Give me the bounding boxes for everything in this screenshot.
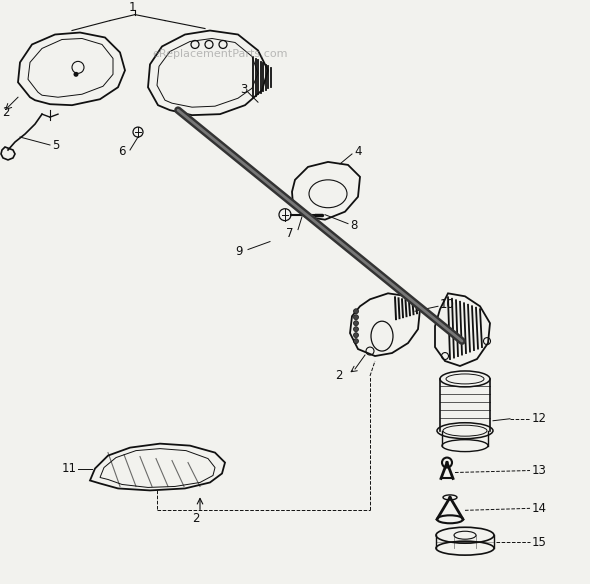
Text: eReplacementParts.com: eReplacementParts.com [152,50,288,60]
Text: 5: 5 [52,138,60,151]
Circle shape [353,326,359,332]
Text: 4: 4 [354,145,362,158]
Text: 10: 10 [440,298,455,311]
Circle shape [353,315,359,319]
Text: 2: 2 [2,106,9,119]
Text: 11: 11 [62,462,77,475]
Text: 3: 3 [240,83,247,96]
Text: 8: 8 [350,219,358,232]
Text: 7: 7 [286,227,293,240]
Text: 9: 9 [235,245,242,258]
Text: 14: 14 [532,502,547,515]
Circle shape [74,72,78,77]
Text: 6: 6 [118,145,126,158]
Circle shape [353,333,359,338]
Text: 13: 13 [532,464,547,477]
Circle shape [353,309,359,314]
Text: 1: 1 [128,1,136,14]
Circle shape [353,339,359,343]
Text: 2: 2 [335,370,343,383]
Circle shape [353,321,359,326]
Text: 12: 12 [532,412,547,425]
Text: 2: 2 [192,512,200,525]
Text: 15: 15 [532,536,547,549]
